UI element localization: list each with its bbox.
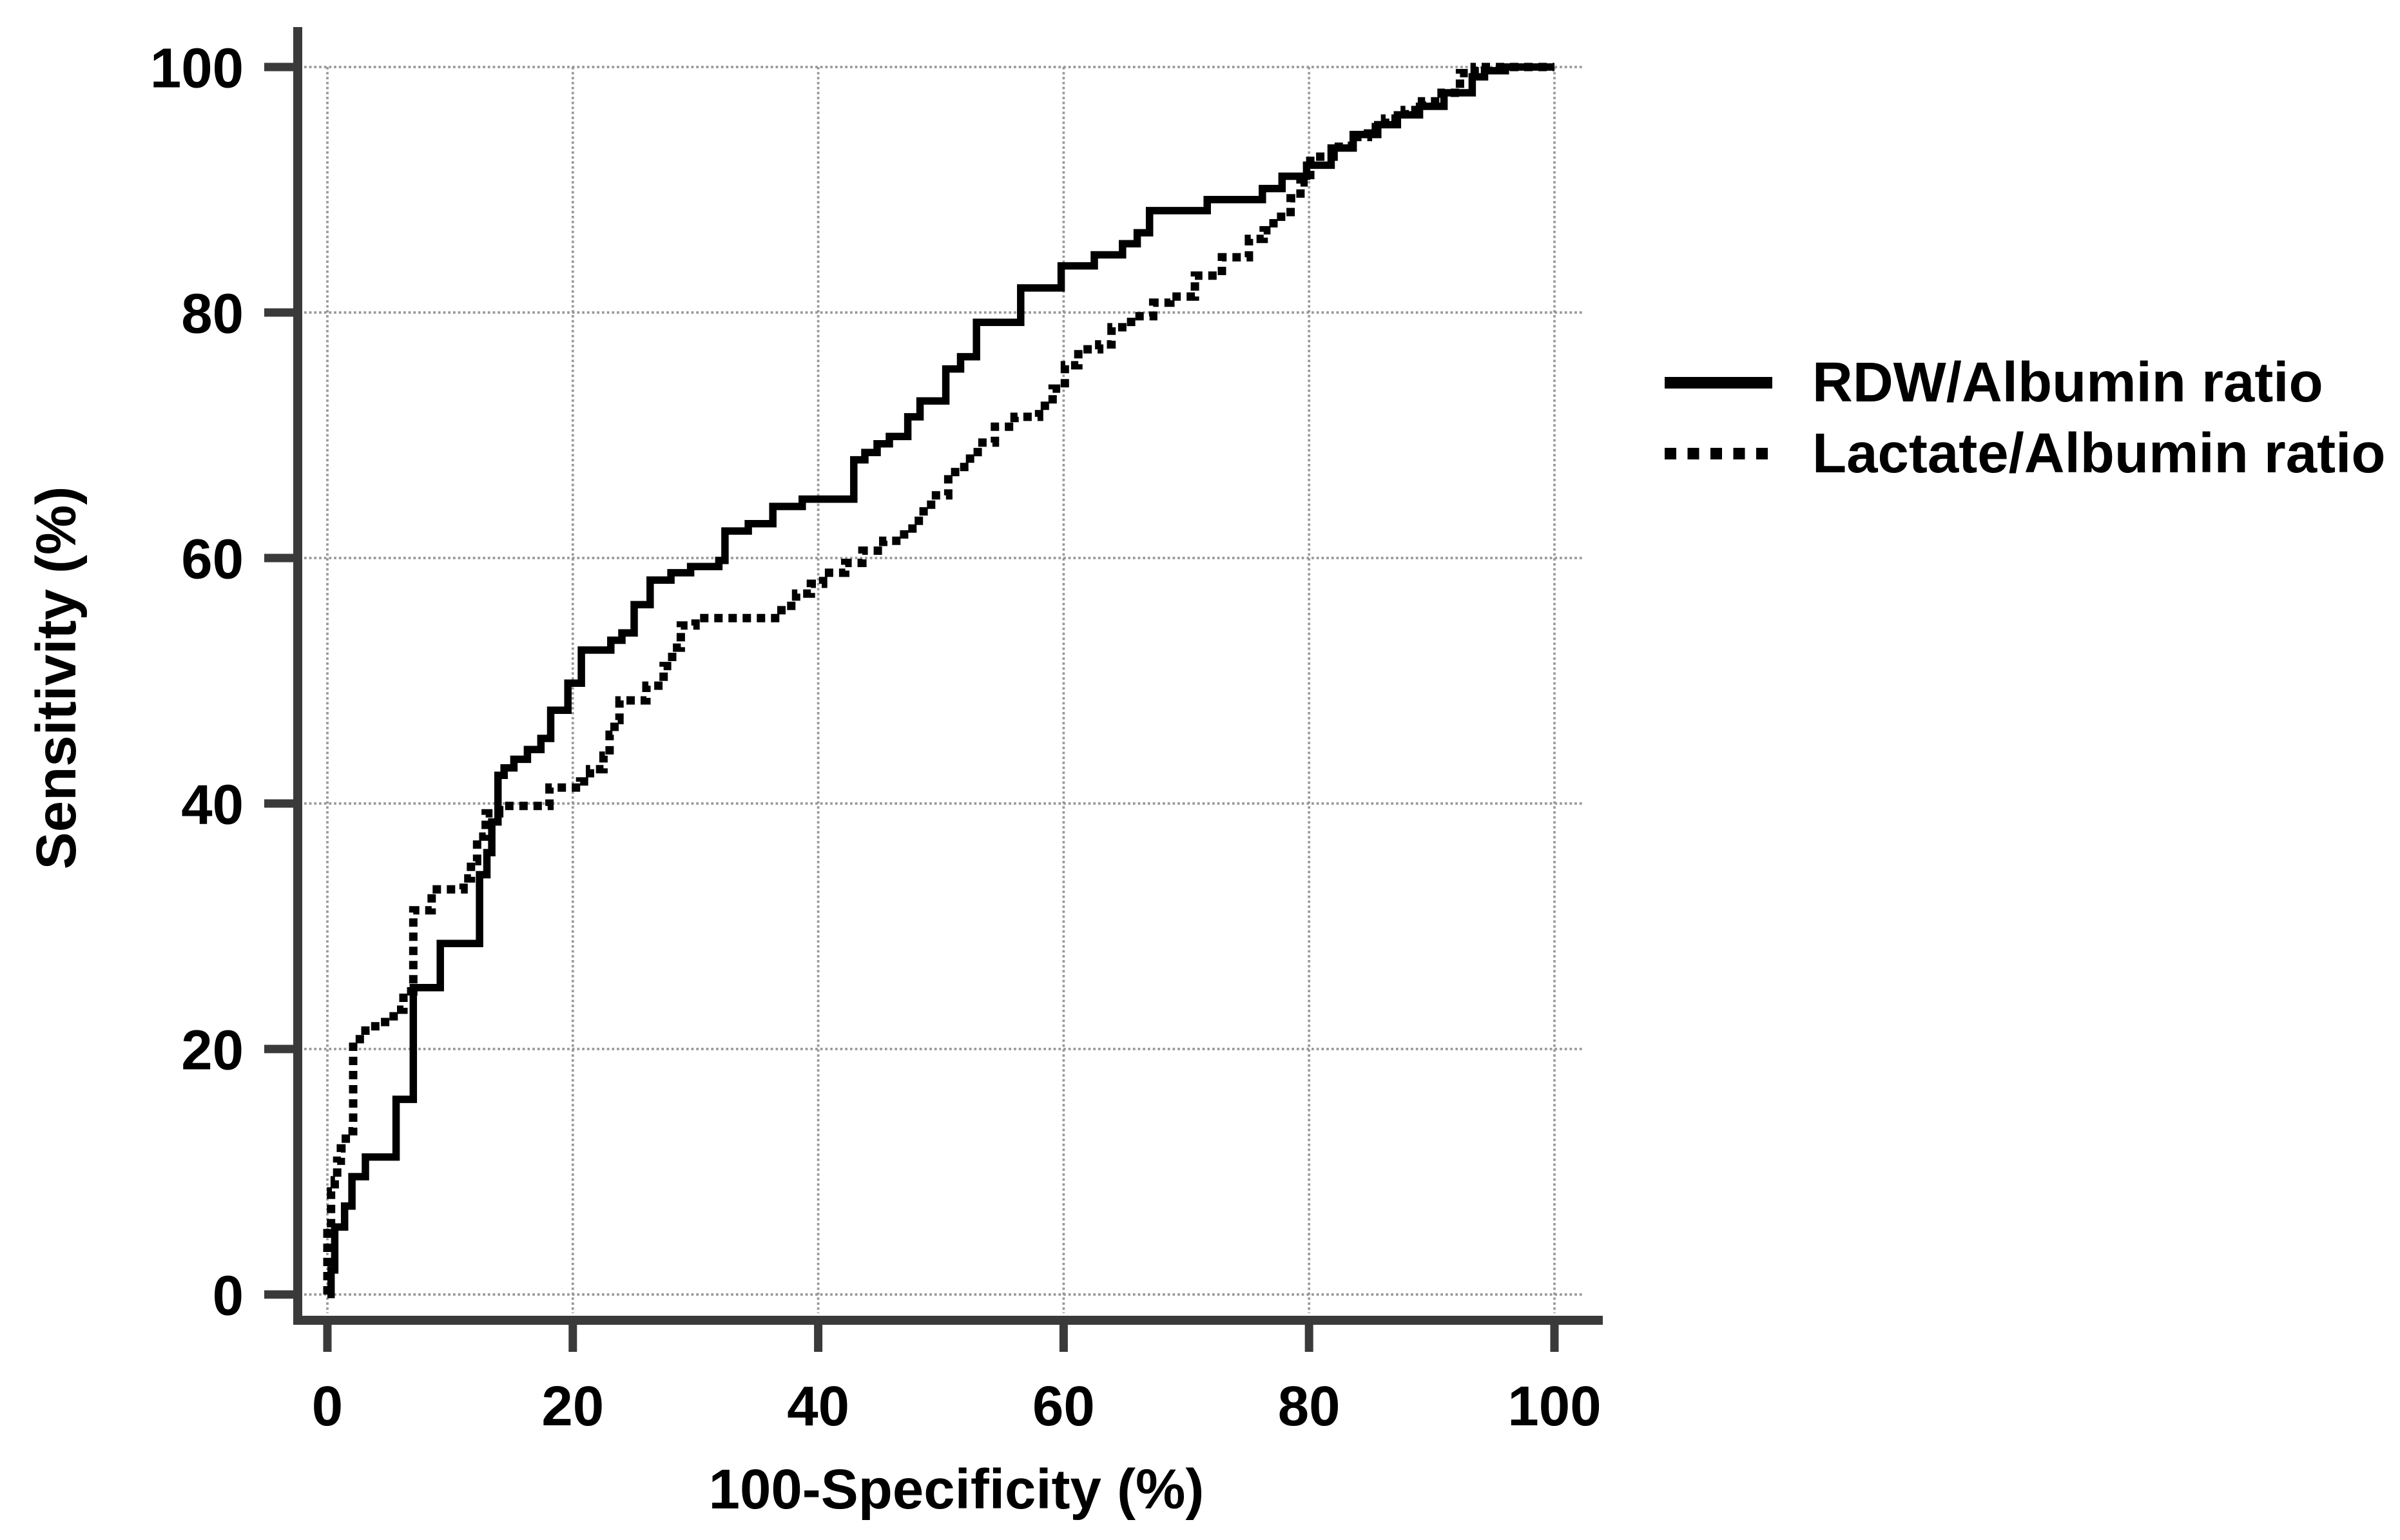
y-tick-label: 80 <box>181 282 244 345</box>
y-axis-title: Sensitivity (%) <box>25 486 88 870</box>
x-axis-title: 100-Specificity (%) <box>708 1458 1205 1521</box>
x-tick-label: 20 <box>541 1375 604 1438</box>
x-tick-label: 60 <box>1032 1375 1095 1438</box>
y-tick-label: 40 <box>181 773 244 836</box>
legend-label: RDW/Albumin ratio <box>1812 351 2323 414</box>
y-tick-label: 20 <box>181 1019 244 1081</box>
roc-curve-lactate-albumin <box>323 63 1554 1295</box>
legend-label: Lactate/Albumin ratio <box>1812 422 2386 485</box>
x-tick-label: 0 <box>312 1375 343 1438</box>
x-tick-label: 100 <box>1507 1375 1601 1438</box>
dotted-line-swatch-icon <box>1665 448 1772 459</box>
legend-item-lactate-albumin: Lactate/Albumin ratio <box>1665 421 2385 486</box>
legend-item-rdw-albumin: RDW/Albumin ratio <box>1665 351 2385 415</box>
x-tick-label: 40 <box>787 1375 849 1438</box>
y-tick-label: 0 <box>213 1264 244 1327</box>
legend: RDW/Albumin ratio Lactate/Albumin ratio <box>1665 351 2385 492</box>
x-tick-label: 80 <box>1278 1375 1340 1438</box>
roc-curve-rdw-albumin <box>327 63 1554 1298</box>
y-tick-label: 100 <box>150 37 244 99</box>
y-tick-label: 60 <box>181 528 244 590</box>
solid-line-swatch-icon <box>1665 377 1772 389</box>
